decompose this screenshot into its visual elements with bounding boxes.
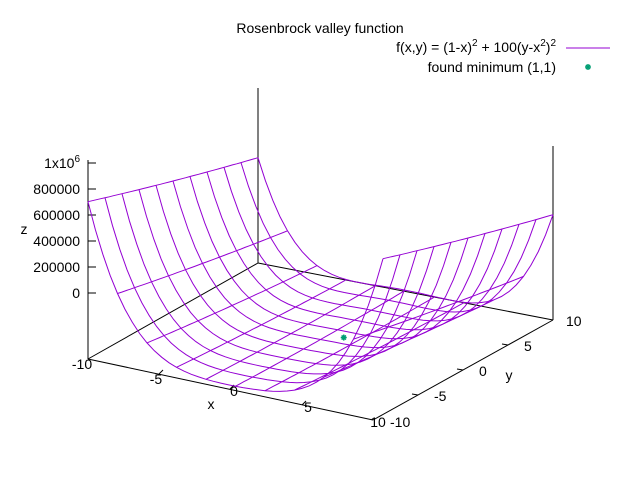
surface-mesh-line-x [294, 301, 465, 391]
legend-point-swatch [585, 64, 591, 70]
x-tick-label: 0 [230, 383, 238, 399]
y-tick-label: 5 [524, 338, 532, 354]
z-axis-label: z [21, 221, 28, 237]
x-tick-label: 10 [370, 414, 386, 430]
surface-mesh-line-x [264, 296, 436, 392]
x-tick-label: -10 [72, 356, 92, 372]
base-back-right-edge [257, 262, 554, 321]
legend-point-star [585, 64, 591, 70]
z-tick-label: 200000 [33, 259, 80, 275]
legend-entry-surface: f(x,y) = (1-x)2 + 100(y-x2)2 [396, 38, 556, 55]
y-tick-label: -10 [390, 414, 410, 430]
x-axis-label: x [208, 396, 215, 412]
minimum-point-marker [340, 334, 347, 341]
surface-mesh-line-x [323, 299, 495, 378]
surface-mesh-line-y [240, 162, 537, 313]
x-tick-mark [301, 400, 307, 406]
surface-mesh-line-y [223, 167, 520, 322]
base-front-left-edge [87, 358, 374, 421]
surface-mesh [87, 157, 554, 392]
z-tick-label: 600000 [33, 207, 80, 223]
y-tick-mark [411, 393, 419, 396]
y-tick-label: -5 [434, 388, 447, 404]
z-tick-label-top: 1x106 [44, 154, 80, 171]
y-tick-mark [501, 343, 509, 346]
x-tick-labels: -10 -5 0 5 10 [72, 356, 386, 430]
z-tick-label: 0 [72, 285, 80, 301]
y-tick-labels: -10 -5 0 5 10 [390, 313, 582, 430]
x-tick-label: 5 [304, 399, 312, 415]
surface-mesh-line-y [189, 176, 486, 340]
x-tick-mark [158, 369, 164, 375]
ticks: 0 200000 400000 600000 800000 1x106 -10 … [21, 154, 582, 430]
y-tick-label: 10 [566, 313, 582, 329]
chart-title: Rosenbrock valley function [236, 20, 403, 36]
z-tick-label: 800000 [33, 181, 80, 197]
surface-mesh-line-x [235, 289, 406, 387]
surface-mesh-line-x [87, 157, 259, 203]
surface-mesh-line-x [353, 275, 524, 340]
surface-mesh-line-x [382, 214, 554, 260]
x-tick-label: -5 [150, 371, 163, 387]
surface-mesh-line-y [257, 157, 554, 304]
legend-entry-minimum: found minimum (1,1) [428, 59, 556, 75]
surface-mesh-line-x [176, 279, 347, 368]
y-tick-marks [411, 343, 509, 396]
surface-mesh-line-x [205, 284, 377, 380]
y-tick-label: 0 [479, 363, 487, 379]
surface-mesh-line-x [117, 230, 288, 294]
base-back-left-edge [87, 262, 259, 360]
y-tick-mark [456, 368, 464, 371]
z-tick-labels: 0 200000 400000 600000 800000 1x106 [33, 154, 80, 301]
legend: f(x,y) = (1-x)2 + 100(y-x2)2 found minim… [396, 38, 610, 75]
surface-mesh-line-x [146, 265, 318, 344]
minimum-point-star [341, 334, 347, 341]
y-axis-label: y [506, 367, 513, 383]
z-tick-label: 400000 [33, 233, 80, 249]
